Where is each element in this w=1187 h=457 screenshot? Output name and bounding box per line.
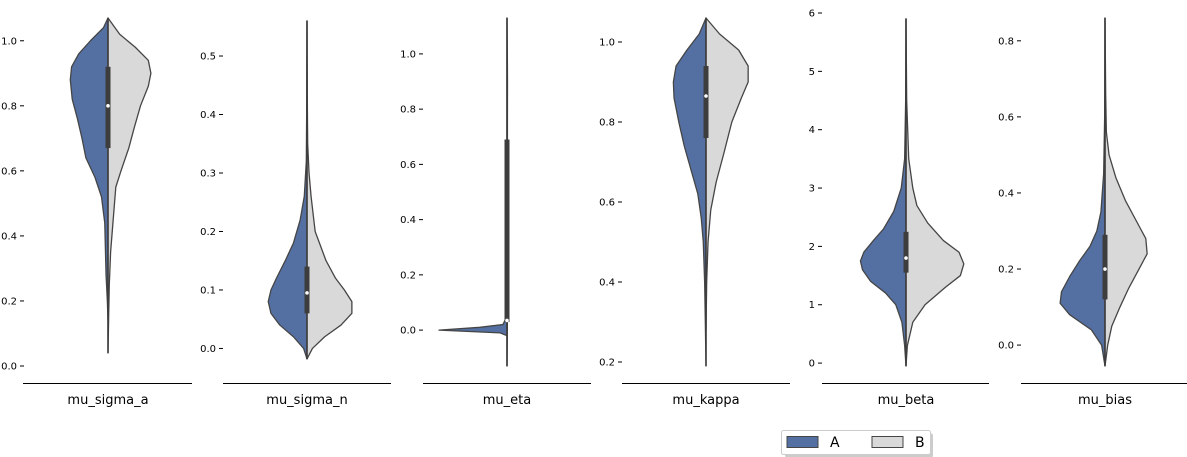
median-point <box>305 291 309 295</box>
y-tick-label: 0.6 <box>599 198 615 209</box>
violin-half-A <box>672 17 707 367</box>
y-tick-label: 0.8 <box>1 101 17 112</box>
y-tick-label: 1 <box>809 300 815 311</box>
y-tick-label: 3 <box>809 184 815 195</box>
violin-half-B <box>1104 17 1148 367</box>
y-tick-label: 0.4 <box>1 231 17 242</box>
y-tick-label: 0.3 <box>200 168 216 179</box>
iqr-box <box>1102 234 1108 300</box>
legend-label-B: B <box>915 435 925 451</box>
violin-panel-mu_eta: 0.0 0.2 0.4 0.6 0.8 1.0 mu_eta <box>400 17 591 408</box>
x-axis-label: mu_bias <box>1078 393 1132 408</box>
y-tick-label: 0.0 <box>200 344 216 355</box>
y-tick-label: 0.2 <box>998 265 1014 276</box>
violin-half-A <box>438 17 508 367</box>
violin-half-B <box>705 17 749 331</box>
y-tick-label: 0.8 <box>998 36 1014 47</box>
violin-half-B <box>905 18 965 367</box>
y-tick-label: 0.2 <box>400 270 416 281</box>
y-tick-label: 0.0 <box>1 362 17 373</box>
violin-half-A <box>267 20 308 360</box>
violin-panel-mu_sigma_n: 0.0 0.1 0.2 0.3 0.4 0.5 mu_sigma_n <box>200 20 391 408</box>
iqr-box <box>703 66 709 138</box>
y-tick-label: 0.6 <box>400 160 416 171</box>
y-tick-label: 0.4 <box>200 110 216 121</box>
median-point <box>505 318 509 323</box>
y-tick-label: 6 <box>809 9 815 20</box>
violin-half-A <box>69 17 109 322</box>
y-tick-label: 1.0 <box>1 36 17 47</box>
violin-half-A <box>1059 17 1106 367</box>
y-tick-label: 0.2 <box>200 227 216 238</box>
y-tick-label: 2 <box>809 242 815 253</box>
violin-half-B <box>107 17 152 354</box>
median-point <box>704 94 708 98</box>
y-tick-label: 0.8 <box>400 105 416 116</box>
violin-panel-mu_bias: 0.0 0.2 0.4 0.6 0.8 mu_bias <box>998 17 1187 408</box>
legend-swatch-A <box>786 436 819 448</box>
y-tick-label: 4 <box>809 125 815 136</box>
violin-half-A <box>859 18 907 367</box>
iqr-box <box>504 139 510 322</box>
violin-panel-mu_sigma_a: 0.0 0.2 0.4 0.6 0.8 1.0 mu_sigma_a <box>1 17 192 408</box>
y-tick-label: 0.0 <box>998 341 1014 352</box>
y-tick-label: 0 <box>809 359 815 370</box>
y-tick-label: 5 <box>809 67 815 78</box>
violin-panel-mu_kappa: 0.2 0.4 0.6 0.8 1.0 mu_kappa <box>599 17 790 408</box>
iqr-box <box>304 266 310 314</box>
x-axis-label: mu_sigma_n <box>266 393 347 408</box>
y-tick-label: 0.4 <box>599 278 615 289</box>
y-tick-label: 0.2 <box>1 296 17 307</box>
y-tick-label: 0.1 <box>200 285 216 296</box>
violin-half-B <box>306 20 353 360</box>
y-tick-label: 0.6 <box>1 166 17 177</box>
y-tick-label: 0.8 <box>599 118 615 129</box>
median-point <box>106 104 110 108</box>
x-axis-label: mu_beta <box>878 393 935 408</box>
y-tick-label: 0.5 <box>200 52 216 63</box>
legend-label-A: A <box>830 435 840 451</box>
y-tick-label: 1.0 <box>599 38 615 49</box>
y-tick-label: 0.2 <box>599 358 615 369</box>
median-point <box>904 256 908 260</box>
x-axis-label: mu_kappa <box>672 393 739 408</box>
legend-swatch-B <box>871 436 904 448</box>
median-point <box>1103 267 1107 271</box>
y-tick-label: 1.0 <box>400 49 416 60</box>
x-axis-label: mu_eta <box>483 393 531 408</box>
y-tick-label: 0.4 <box>400 215 416 226</box>
y-tick-label: 0.0 <box>400 326 416 337</box>
y-tick-label: 0.6 <box>998 112 1014 123</box>
violin-panel-mu_beta: 0 1 2 3 4 5 6 mu_beta <box>809 9 989 408</box>
y-tick-label: 0.4 <box>998 188 1014 199</box>
iqr-box <box>903 231 909 273</box>
x-axis-label: mu_sigma_a <box>67 393 148 408</box>
